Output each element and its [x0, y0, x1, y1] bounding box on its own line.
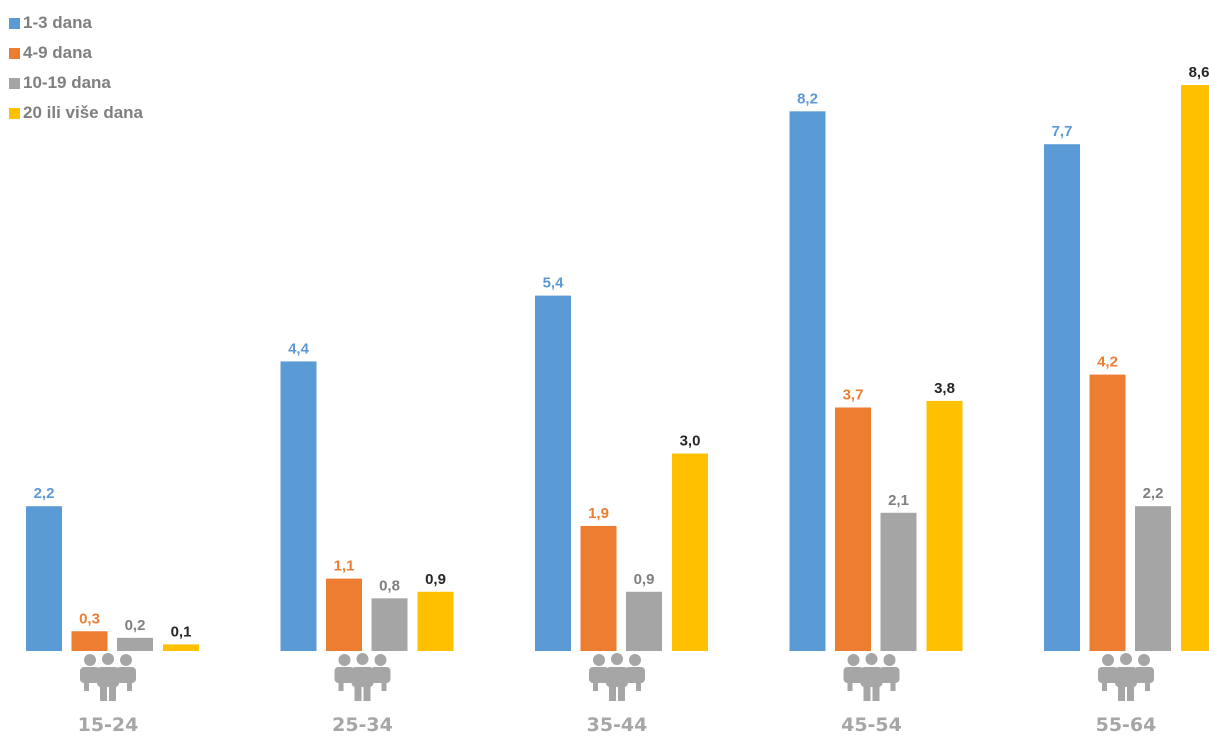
people-group-icon	[334, 653, 391, 701]
bar-10-19-dana-55-64	[1135, 506, 1171, 651]
bar-4-9-dana-55-64	[1089, 374, 1126, 651]
data-label: 7,7	[1052, 123, 1073, 140]
data-label: 2,2	[1143, 485, 1164, 502]
people-group-icon	[1098, 653, 1154, 701]
bar-4-9-dana-25-34	[326, 578, 362, 651]
legend-item-4-9-dana: 4-9 dana	[9, 38, 143, 68]
bar-1-3-dana-25-34	[280, 361, 317, 651]
data-label: 0,2	[125, 617, 146, 634]
data-label: 1,1	[334, 558, 355, 575]
legend-item-20-ili-vise-dana: 20 ili više dana	[9, 98, 143, 128]
legend-label: 10-19 dana	[23, 73, 111, 92]
data-label: 0,8	[379, 577, 400, 594]
category-label: 35-44	[587, 714, 648, 736]
data-label: 0,9	[634, 571, 655, 588]
category-group-15-24: 2,2 0,3 0,2 0,1 15-24	[26, 485, 199, 736]
bar-1-3-dana-15-24	[26, 506, 62, 651]
category-group-25-34: 4,4 1,1 0,8 0,9 25-34	[280, 340, 454, 736]
people-group-icon	[589, 653, 645, 701]
data-label: 2,2	[34, 485, 55, 502]
data-label: 0,9	[425, 571, 446, 588]
data-label: 8,6	[1189, 64, 1209, 81]
data-label: 3,0	[680, 433, 701, 450]
category-group-55-64: 7,7 4,2 2,2 8,6 55-64	[1044, 64, 1209, 736]
bar-4-9-dana-15-24	[71, 631, 108, 651]
bar-20-ili-više-dana-55-64	[1181, 85, 1209, 651]
category-group-45-54: 8,2 3,7 2,1 3,8 45-54	[789, 90, 963, 736]
data-label: 0,1	[171, 623, 192, 640]
data-label: 4,4	[288, 340, 310, 357]
bar-4-9-dana-45-54	[835, 407, 871, 651]
category-label: 55-64	[1096, 714, 1157, 736]
legend-item-10-19-dana: 10-19 dana	[9, 68, 143, 98]
legend-label: 4-9 dana	[23, 43, 92, 62]
data-label: 1,9	[588, 505, 609, 522]
people-group-icon	[843, 653, 900, 701]
legend-swatch	[9, 77, 20, 89]
category-label: 45-54	[841, 714, 902, 736]
legend-label: 20 ili više dana	[23, 103, 144, 122]
data-label: 8,2	[797, 90, 818, 107]
bar-10-19-dana-15-24	[117, 637, 153, 651]
bar-4-9-dana-35-44	[580, 525, 617, 651]
data-label: 5,4	[543, 275, 565, 292]
bar-1-3-dana-45-54	[789, 111, 826, 652]
category-group-35-44: 5,4 1,9 0,9 3,0 35-44	[535, 275, 708, 736]
data-label: 2,1	[888, 492, 909, 509]
data-label: 3,7	[843, 386, 864, 403]
bar-1-3-dana-55-64	[1044, 144, 1080, 652]
legend: 1-3 dana 4-9 dana 10-19 dana 20 ili više…	[9, 8, 143, 128]
bar-1-3-dana-35-44	[535, 295, 571, 651]
legend-label: 1-3 dana	[23, 13, 92, 32]
legend-item-1-3-dana: 1-3 dana	[9, 8, 143, 38]
bar-20-ili-više-dana-35-44	[672, 453, 708, 651]
legend-swatch	[9, 107, 20, 119]
bar-10-19-dana-25-34	[371, 598, 408, 651]
bar-20-ili-više-dana-15-24	[163, 644, 199, 651]
legend-swatch	[9, 47, 20, 59]
bar-10-19-dana-35-44	[626, 591, 662, 651]
bar-10-19-dana-45-54	[880, 512, 917, 651]
bar-20-ili-više-dana-45-54	[926, 400, 963, 651]
legend-swatch	[9, 17, 20, 29]
bar-20-ili-više-dana-25-34	[417, 591, 454, 651]
category-label: 15-24	[78, 714, 139, 736]
data-label: 0,3	[79, 610, 100, 627]
category-label: 25-34	[332, 714, 393, 736]
people-group-icon	[80, 653, 136, 701]
data-label: 3,8	[934, 380, 955, 397]
data-label: 4,2	[1097, 354, 1118, 371]
